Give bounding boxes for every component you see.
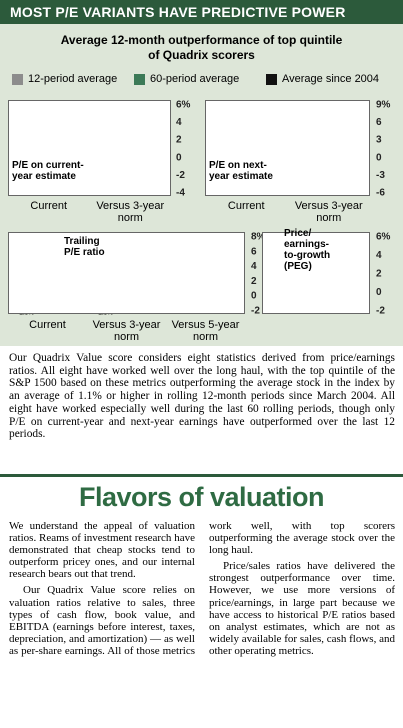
legend-swatch	[12, 74, 23, 85]
y-tick-label: 4	[376, 250, 382, 261]
y-tick-label: 0	[376, 152, 382, 163]
header-title: MOST P/E VARIANTS HAVE PREDICTIVE POWER	[0, 0, 403, 24]
y-tick-label: 2	[376, 269, 382, 280]
y-tick-label: 6	[251, 246, 257, 257]
y-tick-label: -2	[176, 170, 185, 181]
chart-subtitle: Price/ earnings-to-growth (PEG)	[284, 228, 331, 272]
x-tick-label: Current	[29, 319, 66, 331]
x-tick-label: Current	[30, 200, 68, 212]
x-tick-label: Versus 3-year norm	[92, 319, 161, 343]
y-tick-label: 6%	[176, 100, 191, 111]
intro-text: Our Quadrix Value score considers eight …	[9, 352, 395, 441]
y-tick-label: 0	[176, 152, 182, 163]
chart-subtitle: Trailing P/E ratio	[64, 236, 105, 258]
y-tick-label: 3	[376, 135, 382, 146]
y-tick-label: -6	[376, 188, 385, 199]
chart-box	[8, 100, 171, 196]
section-title: Flavors of valuation	[78, 482, 325, 512]
x-tick-label: Versus 5-year norm	[171, 319, 240, 343]
legend-swatch	[266, 74, 277, 85]
y-tick-label: 4	[176, 117, 182, 128]
section-body: We understand the appeal of valuation ra…	[9, 520, 395, 726]
chart-title: Average 12-month outperformance of top q…	[60, 33, 343, 62]
chart-subtitle: P/E on current-year estimate	[12, 160, 84, 182]
y-tick-label: 2	[176, 135, 182, 146]
y-tick-label: -2	[376, 306, 385, 317]
legend-label: 12-period average	[28, 73, 118, 85]
chart-box	[205, 100, 370, 196]
y-tick-label: 0	[251, 291, 257, 302]
y-tick-label: 0	[376, 287, 382, 298]
legend-label: 60-period average	[150, 73, 240, 85]
y-tick-label: 6%	[376, 232, 391, 243]
x-tick-label: Versus 3-year norm	[294, 200, 363, 224]
legend-label: Average since 2004	[282, 73, 380, 85]
y-tick-label: 9%	[376, 100, 391, 111]
y-tick-label: -4	[176, 188, 185, 199]
y-tick-label: 2	[251, 276, 257, 287]
legend-swatch	[134, 74, 145, 85]
x-tick-label: Versus 3-year norm	[96, 200, 165, 224]
x-tick-label: Current	[227, 200, 265, 212]
y-tick-label: 4	[251, 261, 257, 272]
y-tick-label: 6	[376, 117, 382, 128]
chart-subtitle: P/E on next-year estimate	[209, 160, 273, 182]
paragraph: We understand the appeal of valuation ra…	[9, 520, 195, 581]
y-tick-label: 8%	[251, 232, 266, 243]
y-tick-label: -3	[376, 170, 385, 181]
chart-box	[262, 232, 370, 314]
paragraph: Our Quadrix Value score relies on valuat…	[9, 520, 395, 657]
y-tick-label: -2	[251, 306, 260, 317]
section-rule	[0, 474, 403, 477]
chart-box	[8, 232, 245, 314]
paragraph: Price/sales ratios have delivered the st…	[209, 560, 395, 657]
